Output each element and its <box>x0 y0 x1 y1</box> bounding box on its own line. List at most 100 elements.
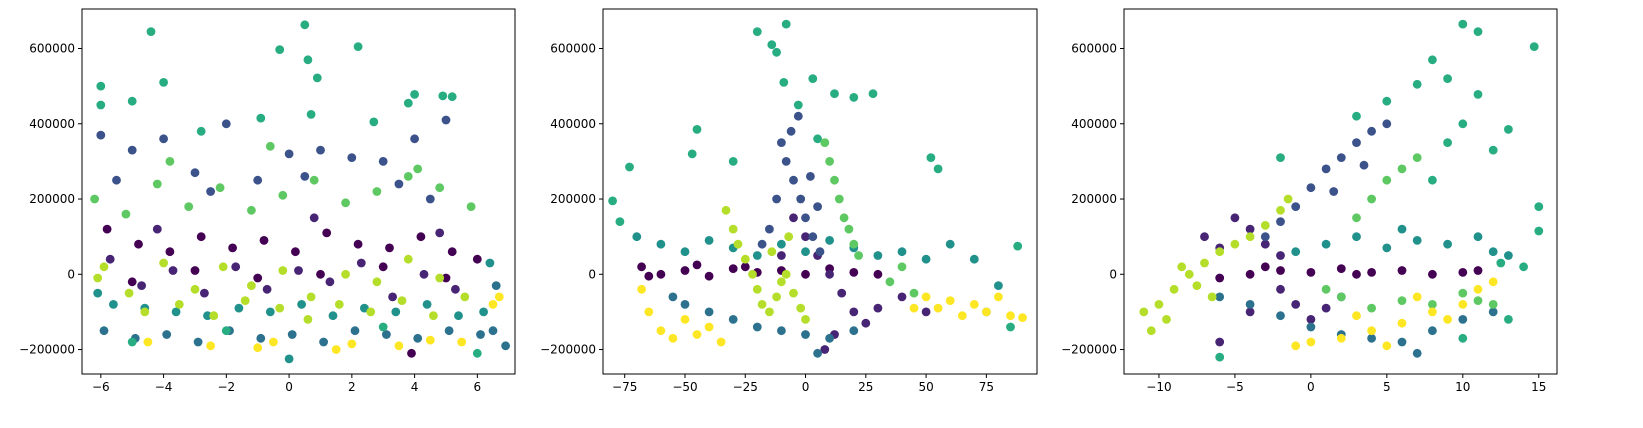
scatter-point <box>441 273 451 283</box>
scatter-point <box>1352 138 1361 148</box>
scatter-point <box>403 172 413 181</box>
scatter-point <box>234 303 244 313</box>
scatter-point <box>303 315 313 324</box>
y-tick-label: 200000 <box>550 192 596 206</box>
scatter-point <box>781 269 791 279</box>
scatter-point <box>1352 311 1361 321</box>
scatter-point <box>501 341 510 351</box>
scatter-point <box>382 330 391 339</box>
y-tick-label: −200000 <box>540 343 596 357</box>
x-tick-label: −50 <box>672 380 697 394</box>
scatter-point <box>969 254 979 264</box>
scatter-point <box>897 262 907 272</box>
scatter-point <box>820 345 830 354</box>
scatter-point <box>1534 226 1544 236</box>
scatter-point <box>419 269 429 279</box>
scatter-point <box>1215 352 1225 362</box>
scatter-point <box>656 326 666 336</box>
scatter-point <box>837 288 847 298</box>
scatter-point <box>830 175 839 185</box>
scatter-point <box>206 187 216 196</box>
y-tick-label: 600000 <box>550 42 596 56</box>
scatter-point <box>1154 300 1164 309</box>
scatter-point <box>124 288 134 298</box>
scatter-point <box>253 273 263 283</box>
scatter-point <box>1276 217 1285 227</box>
scatter-point <box>479 307 488 317</box>
scatter-point <box>1306 315 1316 324</box>
scatter-point <box>1169 284 1179 294</box>
scatter-point <box>1245 300 1255 309</box>
scatter-point <box>752 27 762 36</box>
scatter-point <box>425 194 435 204</box>
scatter-point <box>403 254 413 264</box>
scatter-point <box>704 307 714 317</box>
scatter-point <box>1215 247 1225 257</box>
scatter-point <box>369 117 379 127</box>
scatter-point <box>752 284 762 294</box>
scatter-point <box>105 254 115 264</box>
scatter-point <box>93 273 103 283</box>
scatter-point <box>830 89 839 99</box>
scatter-point <box>488 326 498 336</box>
scatter-point <box>228 243 238 253</box>
scatter-point <box>1352 111 1361 121</box>
scatter-point <box>397 296 407 305</box>
scatter-point <box>1382 243 1392 253</box>
scatter-point <box>994 281 1003 290</box>
scatter-point <box>300 20 310 30</box>
scatter-point <box>861 318 871 328</box>
scatter-point <box>885 277 895 287</box>
scatter-point <box>1291 300 1301 309</box>
scatter-point <box>704 236 714 245</box>
scatter-point <box>331 345 341 354</box>
scatter-point <box>1245 224 1255 234</box>
scatter-point <box>781 157 791 166</box>
scatter-point <box>921 307 931 317</box>
scatter-point <box>1306 183 1316 193</box>
x-tick-label: 10 <box>1455 380 1470 394</box>
scatter-point <box>366 307 376 317</box>
scatter-point <box>680 300 690 309</box>
points-layer <box>608 19 1027 358</box>
scatter-point <box>748 269 757 279</box>
scatter-point <box>1367 326 1376 336</box>
scatter-point <box>1013 241 1023 251</box>
scatter-point <box>740 254 750 264</box>
scatter-point <box>704 271 714 281</box>
scatter-point <box>796 194 806 204</box>
scatter-point <box>253 175 263 185</box>
scatter-point <box>772 47 781 57</box>
scatter-point <box>1458 119 1468 129</box>
y-tick-label: −200000 <box>19 343 75 357</box>
y-tick-label: 400000 <box>550 117 596 131</box>
scatter-point <box>472 348 482 358</box>
scatter-point <box>849 93 859 102</box>
scatter-point <box>1177 262 1187 272</box>
scatter-point <box>200 288 209 298</box>
scatter-point <box>378 262 388 272</box>
scatter-point <box>1367 194 1376 204</box>
scatter-point <box>451 284 460 294</box>
scatter-point <box>278 190 288 200</box>
scatter-point <box>656 269 666 279</box>
scatter-point <box>815 247 825 257</box>
scatter-point <box>779 78 789 87</box>
scatter-point <box>777 138 786 148</box>
y-tick-label: 0 <box>588 267 596 281</box>
x-tick-label: −10 <box>1146 380 1171 394</box>
scatter-point <box>1473 266 1483 275</box>
scatter-point <box>102 224 112 234</box>
scatter-point <box>740 262 750 272</box>
scatter-point <box>909 288 919 298</box>
y-tick-label: 200000 <box>29 192 75 206</box>
y-tick-label: 0 <box>67 267 75 281</box>
y-tick-label: 600000 <box>29 42 75 56</box>
scatter-point <box>127 277 137 287</box>
scatter-point <box>109 300 118 309</box>
scatter-point <box>1367 303 1376 313</box>
scatter-point <box>1412 79 1422 89</box>
scatter-point <box>347 153 357 163</box>
scatter-point <box>1473 296 1483 305</box>
